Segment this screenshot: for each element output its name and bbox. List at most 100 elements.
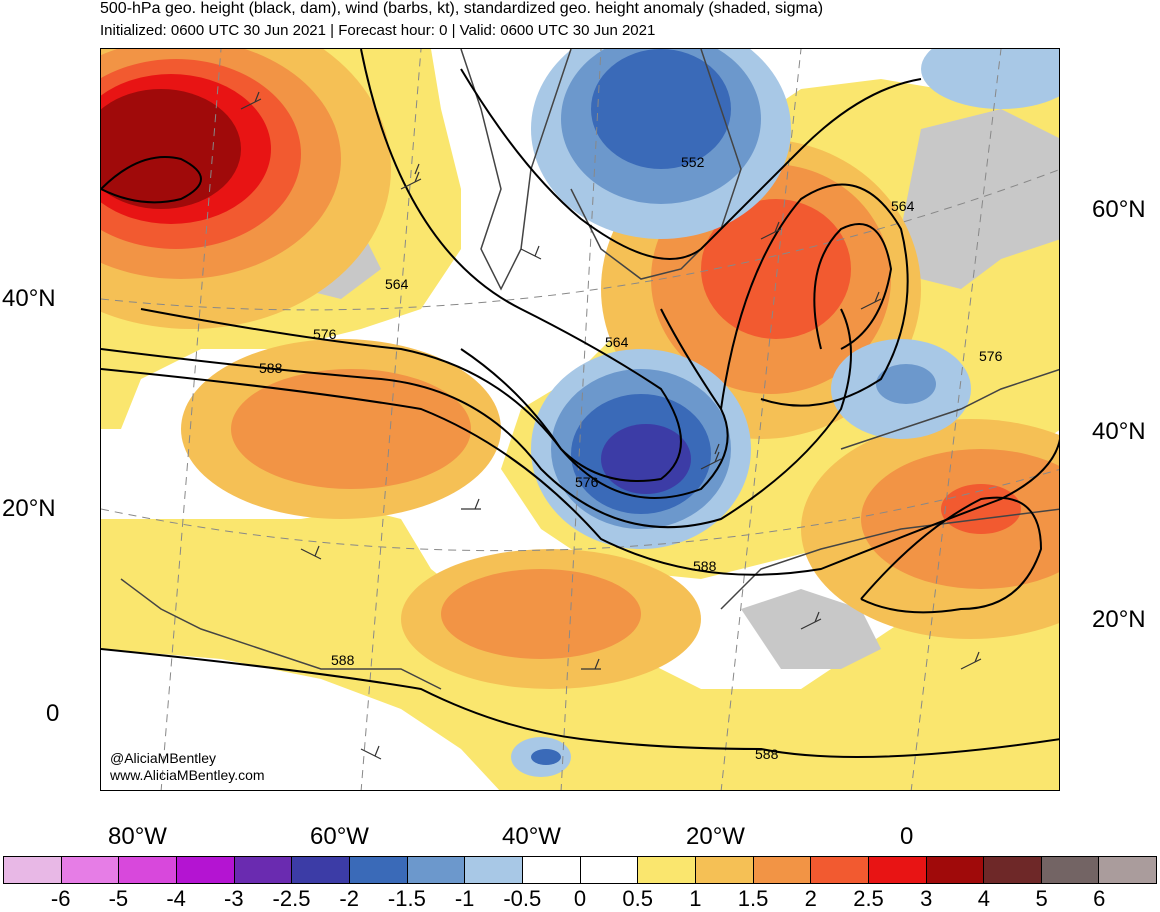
positive-anomaly-east-us xyxy=(231,369,471,489)
colorbar-swatch xyxy=(811,857,869,883)
latitude-label-right: 20°N xyxy=(1092,606,1146,633)
height-contour xyxy=(101,368,1059,576)
colorbar-swatch xyxy=(119,857,177,883)
colorbar-label: -5 xyxy=(108,886,129,911)
contour-label: 588 xyxy=(331,652,355,668)
graticule xyxy=(101,49,1059,790)
anomaly-near-zero-south xyxy=(101,649,500,790)
wind-barb xyxy=(860,291,882,310)
negative-anomaly-greenland xyxy=(591,49,731,169)
colorbar-swatch xyxy=(868,857,927,883)
colorbar-swatch xyxy=(349,857,408,883)
positive-anomaly-canada xyxy=(101,89,241,209)
contour-label-group: 552 564 564 564 576 576 576 588 588 588 … xyxy=(259,154,1003,762)
latitude-label-right: 40°N xyxy=(1092,418,1146,445)
credit-handle: @AliciaMBentley xyxy=(110,750,217,766)
colorbar-label: 2 xyxy=(804,886,817,911)
longitude-line xyxy=(360,49,422,790)
colorbar-label: 6 xyxy=(1093,886,1106,911)
longitude-line xyxy=(720,49,802,790)
caribbean-coast xyxy=(120,578,442,690)
contour-label: 552 xyxy=(681,154,705,170)
wind-barbs xyxy=(240,91,982,760)
colorbar-swatch xyxy=(234,857,293,883)
colorbar-label: 0 xyxy=(573,886,587,911)
latitude-label-left: 40°N xyxy=(2,285,56,312)
colorbar-swatch xyxy=(407,857,466,883)
height-contour xyxy=(720,183,909,410)
longitude-line xyxy=(560,49,602,790)
contour-label: 564 xyxy=(891,198,915,214)
positive-anomaly-tropical-atlantic xyxy=(441,569,641,659)
colorbar-swatch xyxy=(465,857,523,883)
latitude-label-left: 20°N xyxy=(2,495,56,522)
wind-barb xyxy=(960,651,982,670)
negative-anomaly-tropics xyxy=(531,749,561,765)
wind-barb xyxy=(400,163,422,190)
positive-anomaly-africa xyxy=(941,484,1021,534)
colorbar-label: 4 xyxy=(977,886,991,911)
wind-barb xyxy=(581,658,601,670)
map-subtitle: Initialized: 0600 UTC 30 Jun 2021 | Fore… xyxy=(100,22,656,39)
wind-barb xyxy=(760,221,782,240)
latitude-label-left: 0 xyxy=(46,700,60,727)
negative-anomaly-northeast xyxy=(921,49,1059,109)
longitude-label: 60°W xyxy=(310,823,369,850)
wind-barb xyxy=(700,443,722,470)
colorbar-swatch xyxy=(292,857,350,883)
wind-barb xyxy=(520,245,542,260)
colorbar xyxy=(3,856,1157,884)
longitude-label: 0 xyxy=(900,823,914,850)
contour-label: 576 xyxy=(979,348,1003,364)
colorbar-swatch xyxy=(638,857,696,883)
colorbar-swatch xyxy=(522,857,581,883)
colorbar-swatch xyxy=(176,857,235,883)
wind-barb xyxy=(800,611,822,630)
colorbar-swatch xyxy=(984,857,1042,883)
colorbar-label: -0.5 xyxy=(503,886,542,911)
colorbar-swatch xyxy=(1099,857,1157,883)
height-contour xyxy=(101,308,852,529)
greyed-terrain xyxy=(741,589,881,669)
greenland-west-coast xyxy=(460,49,572,291)
negative-anomaly-cutoff-low xyxy=(601,424,691,494)
colorbar-label: -1 xyxy=(454,886,475,911)
height-contour xyxy=(101,648,1059,758)
contour-label: 588 xyxy=(755,746,779,762)
greyed-terrain xyxy=(901,109,1059,289)
colorbar-swatch xyxy=(695,857,754,883)
contour-label: 588 xyxy=(693,558,717,574)
wind-barb xyxy=(240,91,262,110)
latitude-line xyxy=(101,469,1059,552)
longitude-label: 40°W xyxy=(502,823,561,850)
longitude-label: 80°W xyxy=(108,823,167,850)
height-contour xyxy=(860,496,1043,614)
height-contour xyxy=(813,223,893,350)
latitude-label-right: 60°N xyxy=(1092,196,1146,223)
map-canvas: 552 564 564 564 576 576 576 588 588 588 … xyxy=(101,49,1059,790)
colorbar-swatch xyxy=(926,857,985,883)
contour-label: 564 xyxy=(605,334,629,350)
wind-barb xyxy=(300,545,322,560)
height-contour xyxy=(101,156,202,204)
coastlines xyxy=(120,49,1059,690)
negative-anomaly-europe xyxy=(876,364,936,404)
colorbar-label: -1.5 xyxy=(387,886,426,911)
longitude-line xyxy=(160,49,222,790)
colorbar-swatch xyxy=(580,857,639,883)
colorbar-label: 1.5 xyxy=(737,886,769,911)
wind-barb xyxy=(360,745,382,760)
colorbar-label: 2.5 xyxy=(853,886,884,911)
colorbar-label: 3 xyxy=(920,886,933,911)
contour-label: 576 xyxy=(313,326,337,342)
colorbar-label: -6 xyxy=(50,886,71,911)
colorbar-swatch xyxy=(1041,857,1100,883)
contour-label: 588 xyxy=(259,360,283,376)
colorbar-label: 5 xyxy=(1035,886,1048,911)
map-title: 500-hPa geo. height (black, dam), wind (… xyxy=(100,0,824,17)
height-contour xyxy=(460,68,922,260)
colorbar-label: -2 xyxy=(339,886,359,911)
colorbar-label: -4 xyxy=(166,886,186,911)
height-contours xyxy=(101,49,1059,758)
colorbar-swatch xyxy=(4,857,62,883)
